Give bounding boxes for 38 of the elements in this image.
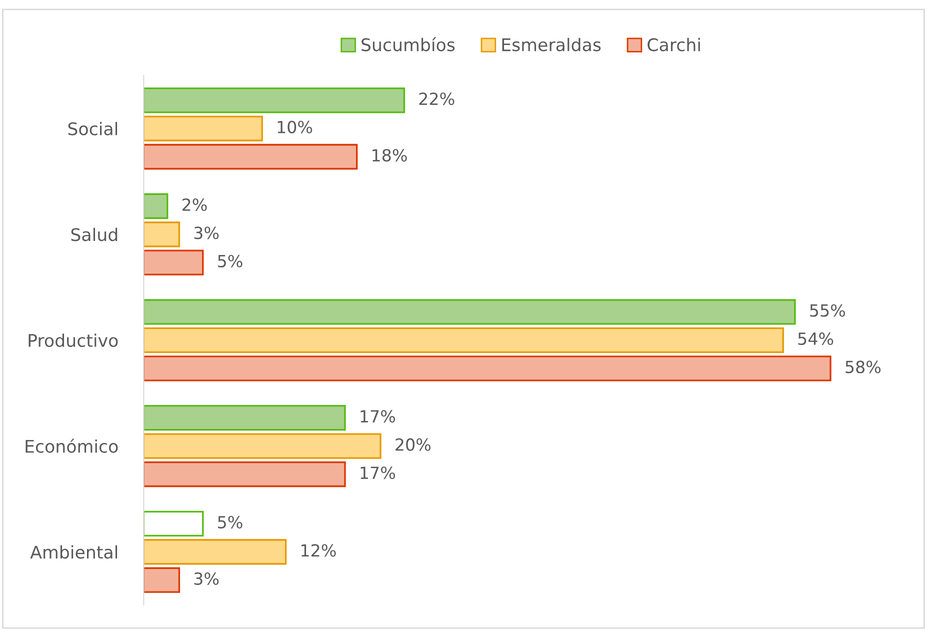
bar [144,567,180,593]
data-label: 5% [218,516,242,528]
y-tick-label: Salud [71,228,118,242]
bar [144,250,204,276]
legend-label: Esmeraldas [502,38,601,52]
data-label: 3% [194,226,219,240]
legend-label: Carchi [648,38,700,52]
bar [144,116,263,142]
bar [144,404,346,431]
data-label: 22% [419,92,454,106]
legend-label: Sucumbíos [362,37,455,52]
bar [144,461,346,488]
data-label: 58% [846,360,881,374]
data-label: 55% [810,304,845,317]
bar [144,356,832,382]
y-tick-label: Ambiental [30,545,118,559]
data-label: 5% [218,254,242,268]
data-label: 17% [360,466,396,480]
data-label: 10% [278,120,312,134]
bar [144,87,406,114]
bar [144,539,287,565]
data-label: 2% [182,198,207,211]
bar [144,144,358,170]
bar [144,433,382,459]
bar [144,222,180,248]
bar [144,299,796,325]
y-tick-label: Económico [26,438,118,453]
data-label: 3% [194,572,219,585]
data-label: 12% [302,544,336,557]
y-tick-label: Productivo [28,334,118,348]
data-label: 17% [360,410,396,423]
data-label: 18% [372,148,407,162]
data-label: 54% [798,332,834,346]
bar [144,327,784,354]
bar [144,510,204,536]
bar [144,193,168,219]
y-tick-label: Social [68,122,118,136]
data-label: 20% [396,438,431,451]
